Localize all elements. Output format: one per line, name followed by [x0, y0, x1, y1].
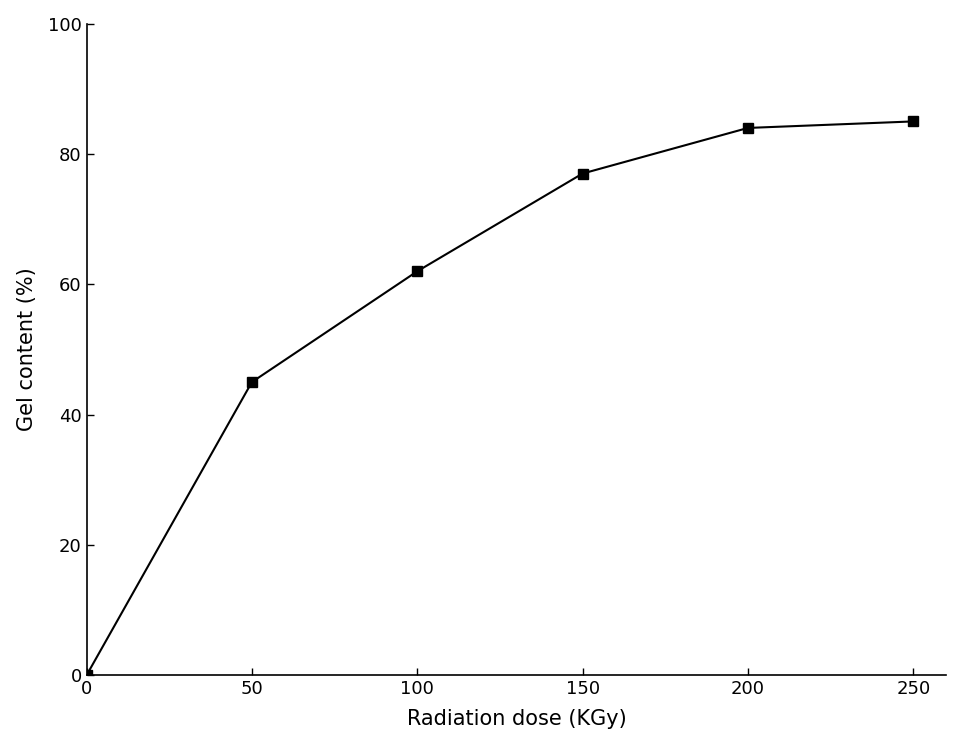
Y-axis label: Gel content (%): Gel content (%)	[16, 268, 37, 431]
X-axis label: Radiation dose (KGy): Radiation dose (KGy)	[406, 709, 626, 730]
